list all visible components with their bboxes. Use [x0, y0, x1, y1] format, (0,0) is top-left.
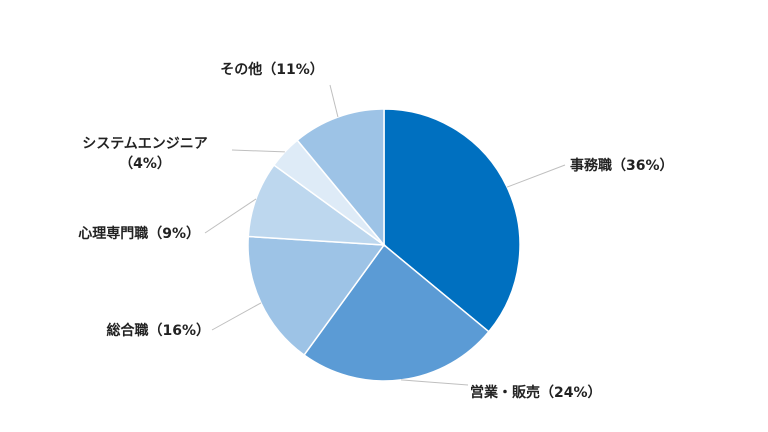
pie-slices [247, 108, 521, 382]
leader-line-2 [401, 379, 469, 386]
leader-lines [204, 84, 566, 386]
pie-slice-6 [296, 108, 385, 248]
slice-label-sonota: その他（11%） [220, 61, 324, 78]
slice-label-jimu: 事務職（36%） [570, 157, 674, 174]
leader-line-1 [506, 164, 566, 188]
slice-label-sogo: 総合職（16%） [106, 322, 210, 339]
slice-label-se-line1: システムエンジニア [82, 136, 208, 152]
leader-line-6 [329, 84, 339, 118]
leader-line-3 [211, 302, 262, 331]
slice-label-eigyo: 営業・販売（24%） [470, 384, 602, 401]
pie-slice-3 [247, 235, 386, 357]
leader-line-5 [231, 149, 285, 153]
slice-label-shinri: 心理専門職（9%） [78, 225, 200, 242]
pie-slice-1 [383, 108, 521, 333]
slice-labels: 事務職（36%） 営業・販売（24%） 総合職（16%） 心理専門職（9%） シ… [78, 61, 673, 401]
leader-line-4 [204, 198, 257, 234]
slice-label-se-line2: （4%） [119, 156, 171, 172]
pie-slice-2 [303, 243, 490, 382]
